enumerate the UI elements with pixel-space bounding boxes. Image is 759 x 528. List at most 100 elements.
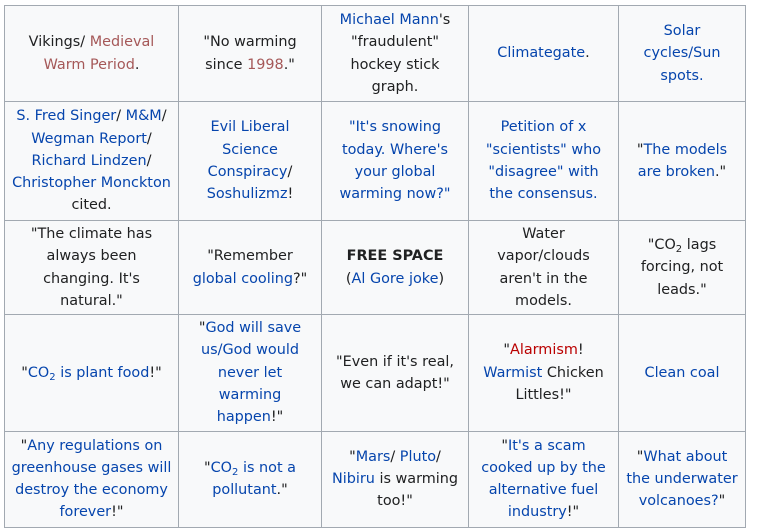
- cell-link[interactable]: S. Fred Singer: [16, 108, 117, 125]
- cell-link[interactable]: Nibiru: [331, 471, 375, 488]
- bingo-row: S. Fred Singer/ M&M/ Wegman Report/ Rich…: [4, 101, 746, 221]
- cell-text: ": [718, 493, 726, 510]
- cell-text: ": [636, 448, 644, 465]
- bingo-cell: "God will save us/God would never let wa…: [178, 314, 322, 432]
- bingo-cell: "No warming since 1998.": [178, 5, 322, 102]
- subscript[interactable]: 2: [232, 466, 239, 478]
- bingo-cell: "The models are broken.": [618, 101, 746, 221]
- cell-text: "The climate has always been changing. I…: [30, 226, 153, 309]
- cell-link[interactable]: Climategate: [497, 45, 586, 62]
- cell-text: .: [134, 56, 140, 73]
- bingo-cell: "CO2 lags forcing, not leads.": [618, 219, 746, 316]
- cell-text: ": [204, 459, 211, 476]
- cell-text: "CO: [647, 237, 676, 254]
- cell-link[interactable]: M&M: [125, 108, 162, 125]
- bingo-cell: "What about the underwater volcanoes?": [618, 430, 746, 528]
- cell-text: 's "fraudulent" hockey stick graph.: [350, 11, 451, 95]
- cell-link[interactable]: Michael Mann: [339, 11, 439, 28]
- bingo-cell: "Any regulations on greenhouse gases wil…: [4, 430, 179, 528]
- bingo-table: Vikings/ Medieval Warm Period. "No warmin…: [4, 5, 746, 528]
- subscript: 2: [675, 244, 683, 256]
- cell-link[interactable]: Mars: [355, 448, 391, 465]
- bingo-cell: "CO2 is plant food!": [4, 314, 179, 432]
- cell-link[interactable]: CO: [27, 364, 50, 381]
- cell-text: /: [390, 448, 400, 465]
- cell-text: ): [438, 270, 445, 287]
- cell-link[interactable]: Al Gore joke: [351, 270, 439, 287]
- cell-text: !: [577, 342, 584, 359]
- bingo-cell: "Even if it's real, we can adapt!": [321, 314, 469, 432]
- cell-link[interactable]: Soshulizmz: [206, 186, 288, 203]
- bingo-cell: "It's a scam cooked up by the alternativ…: [468, 430, 619, 528]
- bingo-body: Vikings/ Medieval Warm Period. "No warmin…: [4, 5, 746, 528]
- cell-link[interactable]: Pluto: [399, 448, 437, 465]
- free-space-cell: FREE SPACE (Al Gore joke): [321, 219, 469, 316]
- cell-link[interactable]: Clean coal: [644, 364, 720, 381]
- cell-link[interactable]: It's a scam cooked up by the alternative…: [481, 437, 606, 521]
- cell-link[interactable]: Warmist: [483, 364, 543, 381]
- cell-link[interactable]: The models are broken: [637, 141, 728, 180]
- cell-text: /: [436, 448, 441, 465]
- bingo-cell: Vikings/ Medieval Warm Period.: [4, 5, 179, 102]
- cell-text: !": [566, 504, 580, 521]
- bingo-cell: "CO2 is not a pollutant.": [178, 430, 322, 528]
- cell-link[interactable]: 1998: [247, 56, 284, 73]
- cell-link[interactable]: global cooling: [192, 270, 293, 287]
- subscript[interactable]: 2: [49, 371, 56, 383]
- cell-link[interactable]: Any regulations on greenhouse gases will…: [11, 437, 172, 521]
- bingo-cell: "Remember global cooling?": [178, 219, 322, 316]
- cell-text: ": [198, 320, 206, 337]
- cell-text: ?": [292, 270, 308, 287]
- cell-link[interactable]: Christopher Monckton: [12, 175, 171, 192]
- bingo-cell: Water vapor/clouds aren't in the models.: [468, 219, 619, 316]
- cell-text: /: [161, 108, 167, 125]
- cell-text: Water vapor/clouds aren't in the models.: [497, 226, 590, 309]
- cell-text: ": [20, 437, 28, 454]
- bingo-cell: "The climate has always been changing. I…: [4, 219, 179, 316]
- cell-text: (: [345, 270, 352, 287]
- cell-link[interactable]: Richard Lindzen: [31, 152, 147, 169]
- cell-text: lags forcing, not leads.": [640, 237, 724, 298]
- cell-text: Chicken Littles!": [515, 364, 604, 404]
- cell-text: /: [146, 130, 152, 147]
- cell-text: "Remember: [207, 248, 293, 265]
- cell-text: /: [116, 108, 126, 125]
- cell-text: !": [270, 409, 284, 426]
- cell-link[interactable]: is not a pollutant: [212, 459, 296, 499]
- cell-text: ": [503, 342, 510, 359]
- bingo-cell: "Mars/ Pluto/ Nibiru is warming too!": [321, 430, 469, 528]
- cell-link[interactable]: Alarmism: [509, 342, 578, 359]
- bingo-cell: Clean coal: [618, 314, 746, 432]
- bingo-cell: Petition of x "scientists" who "disagree…: [468, 101, 619, 221]
- cell-text: /: [287, 164, 293, 180]
- cell-link[interactable]: "It's snowing today. Where's your global…: [339, 119, 451, 203]
- cell-text: cited.: [71, 197, 112, 214]
- cell-text: !": [149, 364, 162, 381]
- bingo-row: "The climate has always been changing. I…: [4, 219, 746, 316]
- cell-link[interactable]: Medieval Warm Period: [43, 34, 155, 73]
- cell-link[interactable]: God will save us/God would never let war…: [201, 320, 302, 426]
- cell-link[interactable]: is plant food: [55, 364, 150, 381]
- bingo-cell: Evil Liberal Science Conspiracy/ Soshuli…: [178, 101, 322, 221]
- cell-text: /: [146, 152, 152, 169]
- cell-text: "No warming since: [203, 34, 297, 73]
- bingo-cell: "It's snowing today. Where's your global…: [321, 101, 469, 221]
- bingo-row: "CO2 is plant food!" "God will save us/Go…: [4, 314, 746, 432]
- cell-text: Vikings/: [28, 34, 90, 51]
- cell-text: .": [714, 164, 727, 180]
- cell-text: .: [585, 45, 590, 62]
- cell-text: ": [636, 141, 644, 158]
- cell-text: ": [21, 364, 28, 381]
- bingo-cell: Climategate.: [468, 5, 619, 102]
- cell-link[interactable]: Evil Liberal Science Conspiracy: [207, 119, 290, 180]
- cell-link[interactable]: CO: [210, 459, 233, 476]
- cell-link[interactable]: Wegman Report: [31, 130, 147, 147]
- cell-text: "Even if it's real, we can adapt!": [336, 353, 454, 392]
- bingo-row: Vikings/ Medieval Warm Period. "No warmin…: [4, 5, 746, 102]
- bingo-cell: Solar cycles/Sun spots.: [618, 5, 746, 102]
- cell-text: !: [287, 186, 294, 203]
- cell-text: .": [276, 482, 288, 499]
- cell-link[interactable]: Petition of x "scientists" who "disagree…: [485, 119, 602, 203]
- cell-text: .": [283, 56, 295, 73]
- cell-link[interactable]: Solar cycles/Sun spots.: [643, 23, 721, 84]
